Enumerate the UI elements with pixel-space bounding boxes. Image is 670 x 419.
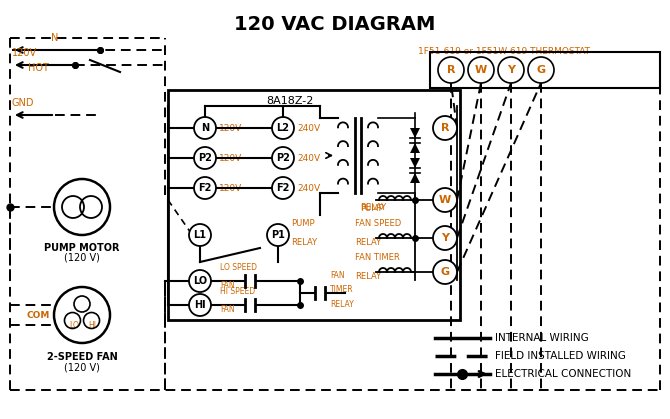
Circle shape [272,177,294,199]
Text: FAN SPEED: FAN SPEED [355,219,401,228]
Text: N: N [52,33,59,43]
Text: HOT: HOT [28,63,49,73]
Text: 120 VAC DIAGRAM: 120 VAC DIAGRAM [234,15,436,34]
Text: PUMP: PUMP [291,219,315,228]
Text: TIMER: TIMER [330,285,354,295]
Circle shape [433,116,457,140]
Text: 120V: 120V [219,184,243,192]
Text: 120V: 120V [219,153,243,163]
Text: 120V: 120V [12,48,37,58]
Text: F2: F2 [198,183,212,193]
Text: RELAY: RELAY [355,272,381,281]
Text: L2: L2 [277,123,289,133]
Text: G: G [440,267,450,277]
Circle shape [433,188,457,212]
Text: R: R [447,65,455,75]
Text: P2: P2 [198,153,212,163]
Text: RELAY: RELAY [355,238,381,247]
Circle shape [433,260,457,284]
Circle shape [189,270,211,292]
Text: P1: P1 [271,230,285,240]
Circle shape [433,226,457,250]
Text: INTERNAL WIRING: INTERNAL WIRING [495,333,589,343]
Text: FIELD INSTALLED WIRING: FIELD INSTALLED WIRING [495,351,626,361]
Polygon shape [410,143,420,153]
Text: 2-SPEED FAN: 2-SPEED FAN [47,352,117,362]
Text: 120V: 120V [219,124,243,132]
Text: 240V: 240V [297,184,320,192]
Text: N: N [201,123,209,133]
Text: LO: LO [193,276,207,286]
Text: PUMP: PUMP [360,204,384,213]
Text: FAN: FAN [220,305,234,314]
Text: 240V: 240V [297,153,320,163]
Circle shape [272,147,294,169]
Text: W: W [439,195,451,205]
Text: RELAY: RELAY [291,238,317,247]
Text: P2: P2 [276,153,290,163]
Text: RELAY: RELAY [360,203,386,212]
Circle shape [189,224,211,246]
Text: GND: GND [12,98,34,108]
Circle shape [194,177,216,199]
Text: FAN TIMER: FAN TIMER [355,253,400,262]
Text: PUMP MOTOR: PUMP MOTOR [44,243,120,253]
Text: LO SPEED: LO SPEED [220,263,257,272]
Circle shape [272,117,294,139]
Text: HI: HI [88,321,96,331]
Text: F2: F2 [276,183,289,193]
Text: 1F51-619 or 1F51W-619 THERMOSTAT: 1F51-619 or 1F51W-619 THERMOSTAT [418,47,590,56]
Polygon shape [410,173,420,183]
Text: (120 V): (120 V) [64,362,100,372]
Text: G: G [537,65,545,75]
Text: COM: COM [27,310,50,320]
Text: FAN: FAN [330,271,344,280]
Bar [168,90,460,320]
Circle shape [189,294,211,316]
Circle shape [194,117,216,139]
Text: ELECTRICAL CONNECTION: ELECTRICAL CONNECTION [495,369,631,379]
Text: HI SPEED: HI SPEED [220,287,255,296]
Text: (120 V): (120 V) [64,253,100,263]
Text: 8A18Z-2: 8A18Z-2 [266,96,314,106]
Text: HI: HI [194,300,206,310]
Text: Y: Y [441,233,449,243]
Polygon shape [410,128,420,138]
Text: 240V: 240V [297,124,320,132]
Text: Y: Y [507,65,515,75]
Text: R: R [441,123,450,133]
Bar [430,52,660,88]
Text: RELAY: RELAY [330,300,354,309]
Text: FAN: FAN [220,281,234,290]
Circle shape [194,147,216,169]
Text: LO: LO [69,321,79,331]
Text: W: W [475,65,487,75]
Polygon shape [410,158,420,168]
Circle shape [267,224,289,246]
Text: L1: L1 [194,230,206,240]
